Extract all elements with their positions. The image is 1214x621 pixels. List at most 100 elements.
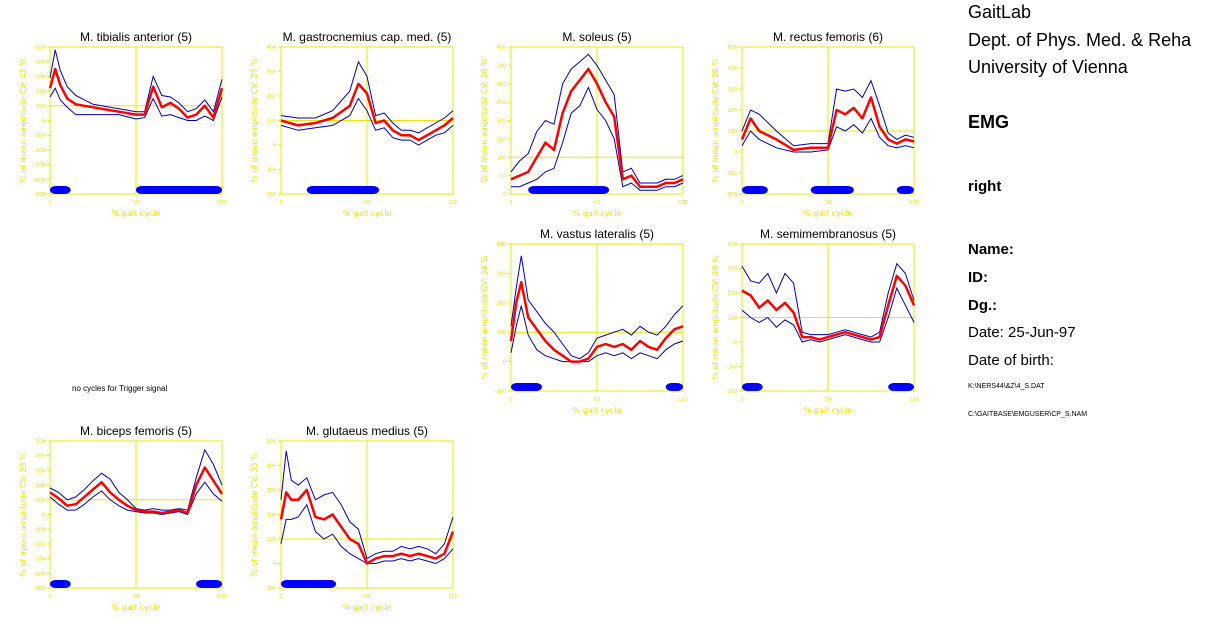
y-tick-label: -200	[726, 389, 737, 395]
stance-phase-bar	[196, 580, 222, 588]
y-tick-label: 300	[35, 74, 45, 80]
y-tick-label: -200	[34, 542, 45, 548]
y-tick-label: 100	[35, 104, 45, 110]
upper-sd-line	[49, 448, 223, 511]
section-title: EMG	[968, 112, 1010, 132]
y-tick-label: 200	[266, 513, 276, 519]
x-tick-label: 50	[133, 594, 139, 600]
mean-line	[48, 67, 224, 119]
chart-title: M. biceps femoris (5)	[79, 424, 193, 438]
y-tick-label: 200	[35, 483, 45, 489]
x-tick-label: 0	[48, 594, 51, 600]
y-tick-label: -100	[265, 586, 276, 592]
y-axis-label: % of mean amplitude CV: 33 %	[19, 452, 28, 577]
stance-phase-bar	[742, 186, 768, 194]
y-tick-label: 0	[734, 150, 737, 156]
lab-name: GaitLab	[968, 2, 1032, 22]
y-tick-label: 100	[266, 537, 276, 543]
x-tick-label: 0	[279, 594, 282, 600]
y-tick-label: 100	[35, 498, 45, 504]
y-tick-label: 300	[727, 267, 737, 273]
stance-phase-bar	[511, 383, 542, 391]
upper-sd-line	[741, 79, 915, 147]
y-tick-label: 100	[496, 330, 506, 336]
x-axis-label: % gait cycle	[573, 406, 622, 415]
x-tick-label: 0	[48, 200, 51, 206]
stance-phase-bar	[50, 186, 71, 194]
y-tick-label: 400	[496, 242, 506, 248]
y-axis-label: % of mean amplitude CV: 27 %	[250, 58, 259, 183]
y-tick-label: 300	[266, 488, 276, 494]
y-tick-label: -100	[34, 133, 45, 139]
chart-title: M. vastus lateralis (5)	[539, 227, 655, 241]
y-tick-label: -100	[726, 365, 737, 371]
y-tick-label: 0	[503, 192, 506, 198]
stance-phase-bar	[888, 383, 914, 391]
y-tick-label: 200	[35, 89, 45, 95]
x-tick-label: 0	[740, 200, 743, 206]
stance-phase-bar	[306, 186, 380, 194]
y-tick-label: 300	[496, 82, 506, 88]
mean-line	[280, 82, 454, 142]
name-label: Name:	[968, 241, 1014, 258]
upper-sd-line	[741, 262, 915, 338]
y-axis-label: % of mean amplitude CV: 39 %	[711, 58, 720, 183]
lower-sd-line	[49, 481, 223, 516]
stance-phase-bar	[281, 580, 337, 588]
y-tick-label: -400	[34, 571, 45, 577]
y-tick-label: -100	[265, 168, 276, 174]
stance-phase-bar	[810, 186, 854, 194]
y-tick-label: 200	[266, 94, 276, 100]
x-axis-label: % gait cycle	[804, 209, 853, 218]
lower-sd-line	[49, 87, 223, 122]
y-tick-label: 300	[35, 468, 45, 474]
stance-phase-bar	[136, 186, 222, 194]
y-tick-label: 400	[727, 66, 737, 72]
y-tick-label: 100	[496, 155, 506, 161]
y-tick-label: 0	[503, 360, 506, 366]
y-tick-label: 50	[500, 174, 506, 180]
date-label: Date: 25-Jun-97	[968, 324, 1076, 341]
department: Dept. of Phys. Med. & Reha	[968, 30, 1192, 50]
upper-sd-line	[510, 53, 684, 184]
y-tick-label: 500	[266, 439, 276, 445]
lower-sd-line	[510, 305, 684, 363]
y-tick-label: 200	[727, 108, 737, 114]
mean-line	[49, 466, 224, 515]
y-tick-label: 500	[35, 439, 45, 445]
x-tick-label: 0	[740, 397, 743, 403]
y-axis-label: % of mean amplitude CV: 42 %	[19, 58, 28, 183]
mean-line	[279, 488, 455, 565]
y-axis-label: % of mean amplitude CV: 39 %	[480, 255, 489, 380]
stance-phase-bar	[665, 383, 683, 391]
y-tick-label: 500	[727, 45, 737, 51]
diagnosis-label: Dg.:	[968, 297, 998, 314]
chart-title: M. glutaeus medius (5)	[305, 424, 429, 438]
y-tick-label: -500	[34, 192, 45, 198]
id-label: ID:	[968, 269, 988, 286]
y-tick-label: 200	[496, 119, 506, 125]
x-tick-label: 50	[133, 200, 139, 206]
y-tick-label: 0	[734, 340, 737, 346]
name-file-path: C:\GAITBASE\EMGUSER\CP_S.NAM	[968, 411, 1088, 418]
y-tick-label: 400	[266, 45, 276, 51]
x-tick-label: 100	[217, 200, 227, 206]
y-tick-label: 400	[727, 242, 737, 248]
y-tick-label: 100	[727, 316, 737, 322]
y-tick-label: 300	[496, 271, 506, 277]
upper-sd-line	[280, 60, 454, 134]
upper-sd-line	[280, 450, 454, 560]
x-tick-label: 50	[594, 200, 600, 206]
x-tick-label: 50	[364, 200, 370, 206]
lower-sd-line	[741, 286, 915, 343]
x-tick-label: 50	[364, 594, 370, 600]
y-tick-label: 0	[273, 562, 276, 568]
y-tick-label: 0	[42, 513, 45, 519]
x-tick-label: 100	[448, 200, 458, 206]
x-tick-label: 100	[909, 397, 919, 403]
mean-line	[741, 274, 916, 341]
